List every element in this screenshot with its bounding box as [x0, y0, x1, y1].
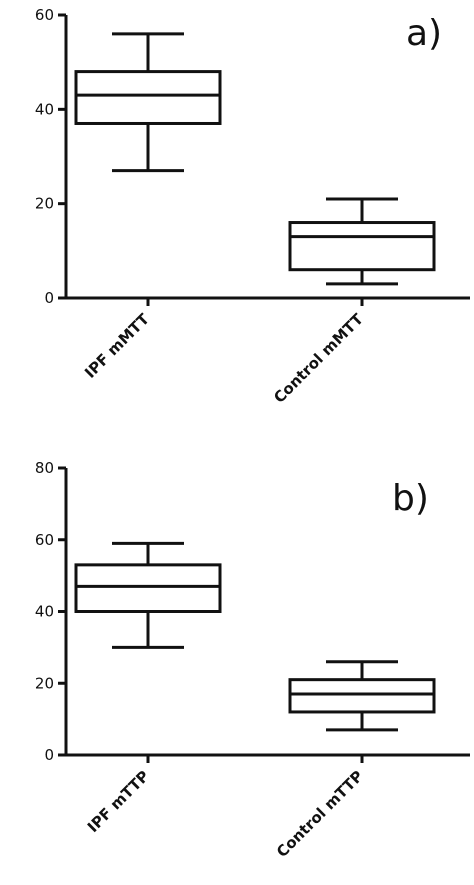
iqr-box	[288, 221, 436, 272]
y-tick-label: 60	[35, 531, 54, 549]
box-ipf	[74, 541, 222, 649]
y-tick-label: 20	[35, 195, 54, 213]
panel-label: a)	[406, 13, 442, 54]
chart-panel-b: 0 20 40 60 80 IPF mTTP Control mTTP b)	[35, 459, 470, 861]
box-control	[288, 660, 436, 732]
y-tick-label: 60	[35, 6, 54, 24]
x-category-label: Control mTTP	[273, 767, 367, 861]
y-tick-label: 20	[35, 674, 54, 692]
x-category-label: IPF mMTT	[81, 310, 153, 382]
iqr-box	[74, 70, 222, 125]
box-control	[288, 197, 436, 286]
y-tick-label: 0	[44, 289, 54, 307]
y-tick-label: 40	[35, 100, 54, 118]
chart-panel-a: 0 20 40 60 IPF mMTT Control mMTT a)	[35, 6, 470, 407]
x-category-label: Control mMTT	[270, 310, 367, 407]
iqr-box	[288, 678, 436, 714]
x-category-label: IPF mTTP	[84, 767, 153, 836]
y-tick-label: 80	[35, 459, 54, 477]
box-ipf	[74, 32, 222, 173]
panel-label: b)	[392, 478, 429, 519]
iqr-box	[74, 563, 222, 613]
y-tick-label: 0	[44, 746, 54, 764]
y-tick-label: 40	[35, 603, 54, 621]
